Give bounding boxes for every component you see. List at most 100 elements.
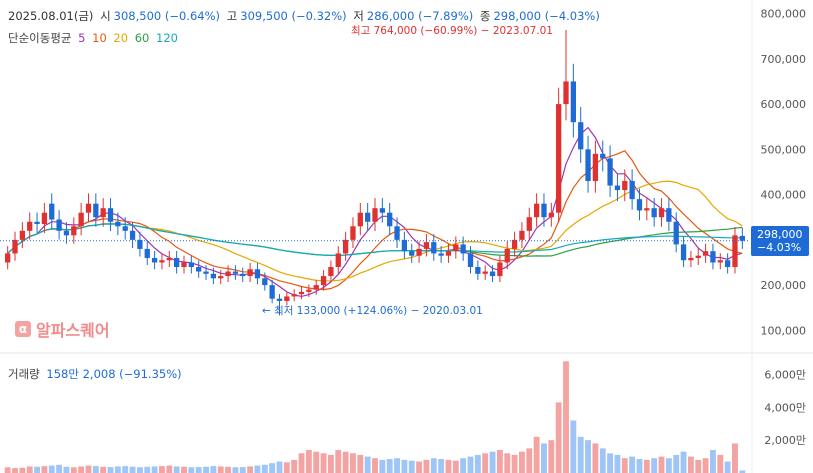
- candle-body: [166, 257, 172, 261]
- low-value: 286,000 (−7.89%): [366, 9, 474, 23]
- volume-bar: [474, 454, 481, 473]
- ma20-toggle[interactable]: 20: [113, 31, 129, 45]
- open-label: 시: [100, 9, 111, 23]
- candle-body: [320, 276, 327, 286]
- volume-bar: [166, 465, 173, 473]
- candle-body: [409, 251, 415, 256]
- volume-tick-label: 4,000만: [764, 401, 806, 414]
- candle-body: [739, 236, 745, 241]
- price-tick-label: 500,000: [761, 143, 807, 156]
- price-tick-label: 200,000: [761, 279, 807, 292]
- price-tick-label: 100,000: [761, 324, 807, 337]
- candle-body: [71, 226, 77, 236]
- volume-bar: [298, 453, 305, 473]
- candle-body: [5, 253, 11, 263]
- close-value: 298,000 (−4.03%): [493, 9, 600, 23]
- volume-bar: [724, 461, 731, 473]
- volume-bar: [592, 443, 599, 473]
- candle-body: [636, 199, 643, 211]
- volume-bar: [225, 466, 232, 473]
- low-annotation: ← 최저 133,000 (+124.06%) − 2020.03.01: [262, 305, 483, 317]
- volume-bar: [217, 466, 224, 473]
- candle-body: [680, 244, 687, 261]
- candle-body: [306, 289, 312, 292]
- volume-bar: [283, 462, 290, 473]
- volume-bar: [107, 467, 114, 473]
- candle-body: [511, 239, 518, 249]
- low-label: 저: [353, 9, 364, 23]
- high-value: 309,500 (−0.32%): [240, 9, 347, 23]
- candle-body: [570, 81, 577, 123]
- volume-bar: [394, 458, 400, 473]
- alpha-logo-icon: α: [15, 321, 31, 337]
- price-tick-label: 600,000: [761, 98, 807, 111]
- candle-body: [695, 255, 701, 258]
- volume-bar: [504, 453, 511, 473]
- volume-bar: [665, 458, 672, 473]
- volume-bar: [100, 466, 107, 473]
- candle-body: [365, 212, 371, 222]
- ma10-toggle[interactable]: 10: [92, 31, 107, 45]
- ma120-line: [7, 223, 743, 256]
- candle-body: [732, 235, 738, 268]
- volume-label: 거래량: [8, 367, 40, 381]
- ma5-toggle[interactable]: 5: [78, 31, 86, 45]
- candle-body: [394, 226, 400, 240]
- candle-body: [284, 296, 290, 301]
- volume-bar: [695, 459, 702, 473]
- candle-body: [387, 212, 393, 227]
- ma120-toggle[interactable]: 120: [156, 31, 178, 45]
- volume-bar: [276, 461, 283, 473]
- candle-body: [254, 269, 261, 279]
- candle-body: [262, 278, 268, 286]
- volume-bar: [12, 468, 18, 473]
- candle-body: [100, 208, 106, 218]
- volume-bar: [78, 466, 85, 473]
- candle-body: [159, 260, 165, 263]
- volume-bar: [372, 458, 378, 473]
- volume-bar: [320, 453, 327, 473]
- candle-body: [247, 269, 253, 277]
- volume-bar: [438, 459, 445, 473]
- volume-bar: [570, 420, 577, 473]
- candle-body: [710, 251, 716, 263]
- candle-body: [666, 208, 672, 222]
- candle-body: [107, 208, 114, 222]
- volume-bar: [643, 459, 650, 473]
- candle-body: [78, 212, 84, 227]
- ma-legend-label: 단순이동평균: [8, 31, 72, 45]
- volume-tick-label: 6,000만: [764, 368, 806, 381]
- candle-body: [453, 244, 459, 252]
- volume-bar: [269, 463, 276, 473]
- volume-bar: [548, 440, 555, 473]
- candle-body: [210, 273, 217, 279]
- candle-body: [298, 291, 305, 295]
- candle-body: [115, 221, 121, 227]
- volume-bar: [342, 451, 349, 473]
- volume-bar: [350, 453, 356, 473]
- ma60-toggle[interactable]: 60: [134, 31, 150, 45]
- candle-body: [724, 260, 731, 268]
- volume-bar: [34, 466, 40, 473]
- candle-body: [56, 219, 62, 231]
- candle-body: [563, 81, 569, 105]
- volume-bar: [636, 459, 643, 473]
- volume-bar: [386, 459, 393, 473]
- ma-legend[interactable]: 단순이동평균 5 10 20 60 120: [8, 30, 181, 46]
- volume-bar: [430, 458, 437, 473]
- candle-body: [196, 267, 202, 272]
- volume-bar: [254, 465, 261, 473]
- volume-bar: [56, 464, 63, 473]
- volume-bar: [70, 467, 77, 473]
- candle-body: [585, 149, 591, 182]
- candle-body: [423, 242, 430, 249]
- volume-bar: [188, 467, 195, 473]
- high-label: 고: [226, 9, 238, 23]
- volume-bar: [511, 454, 518, 473]
- candle-body: [651, 208, 657, 218]
- candle-body: [151, 257, 158, 263]
- volume-bar: [181, 466, 187, 473]
- candle-body: [533, 203, 540, 218]
- volume-axis: 2,000만 4,000만 6,000만: [764, 368, 806, 447]
